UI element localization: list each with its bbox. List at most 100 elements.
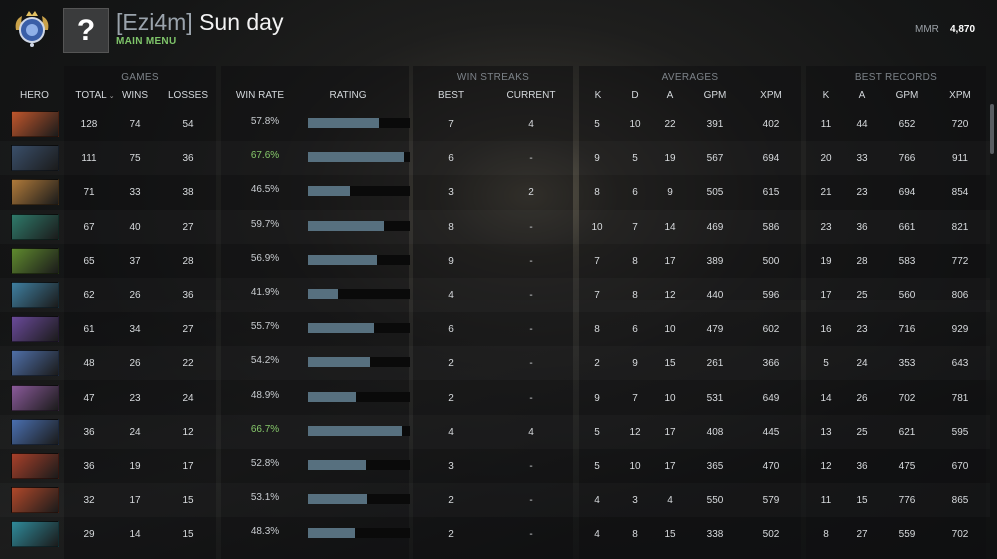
table-row[interactable]: 47 23 24 2 - 9 7 10 531 649 14 26 702 781 48.9% [0,381,990,415]
hero-portrait-icon[interactable] [11,487,59,514]
cell-win-rate: 52.8% [250,458,280,469]
rating-bar [308,391,410,402]
hero-portrait-icon[interactable] [11,453,59,479]
table-row[interactable]: 48 26 22 2-2 9 15 261 366 5 24 353 643 54.2% [0,346,990,380]
col-streak-current[interactable]: CURRENT [506,90,556,101]
cell-ba: 24 [856,358,868,370]
cell-current: - [529,153,533,165]
cell-gpm: 408 [706,426,724,438]
cell-bk: 17 [820,290,832,301]
table-row[interactable]: 36 24 12 4 4 5 12 17 408 445 13 25 621 595 66.7% [0,415,990,449]
cell-total: 36 [83,461,95,472]
rating-bar-fill [308,528,355,539]
cell-k: 7 [594,290,600,301]
col-avg-gpm[interactable]: GPM [703,90,727,101]
cell-losses: 28 [182,255,194,267]
mmr-label: MMR [915,24,939,35]
cell-ba: 33 [856,153,868,165]
cell-bxpm: 929 [951,324,969,336]
table-row[interactable]: 36 19 17 3 - 5 10 17 365 470 12 36 475 670 52.8% [0,449,990,483]
hero-portrait-icon[interactable] [11,521,59,548]
rating-bar-fill [308,254,377,265]
cell-xpm: 445 [762,426,780,438]
cell-total: 65 [83,255,95,267]
hero-portrait-icon[interactable] [11,384,59,411]
cell-ba: 15 [856,495,868,507]
col-win-rate[interactable]: WIN RATE [235,90,285,101]
rating-bar [308,118,410,128]
cell-best: 3 [448,187,454,199]
cell-a: 17 [664,255,676,267]
hero-portrait-icon[interactable] [11,418,59,445]
cell-bxpm: 806 [951,290,969,301]
cell-best: 6 [448,153,454,165]
col-wins[interactable]: WINS [121,90,149,101]
cell-bgpm: 559 [898,529,916,541]
cell-xpm: 502 [762,529,780,541]
table-row[interactable]: 29 14 15 2 - 4 8 15 338 502 8 27 559 702 48.3% [0,517,990,551]
cell-total: 47 [83,392,95,404]
table-row[interactable]: 111 75 36 6 - 9 5 19 567 694 20 33 766 911 67.6% [0,141,990,175]
table-row[interactable]: 71 33 38 3 2 8 6 9 505 615 21 23 694 854 46.5% [0,175,990,209]
hero-portrait-icon[interactable] [11,316,59,343]
cell-bk: 21 [820,187,832,199]
col-best-xpm[interactable]: XPM [949,90,971,101]
group-averages: AVERAGES [661,72,719,83]
avatar[interactable]: ? [63,8,109,53]
cell-d: 6 [632,324,638,336]
table-row[interactable]: 32 17 15 2 - 4 3 4 550 579 11 15 776 865 53.1% [0,483,990,517]
main-menu-link[interactable]: MAIN MENU [116,36,177,47]
cell-k: 9 [594,392,600,404]
cell-bxpm: 821 [951,221,969,233]
cell-total: 36 [83,426,95,438]
rating-bar [308,494,410,505]
cell-win-rate: 53.1% [250,492,280,504]
hero-portrait-icon[interactable] [11,145,59,172]
cell-gpm: 469 [706,221,724,233]
cell-win-rate: 48.3% [250,526,280,538]
hero-portrait-icon[interactable] [11,282,59,308]
col-best-k[interactable]: K [822,90,830,101]
cell-xpm: 579 [762,495,780,507]
cell-wins: 19 [129,461,141,472]
hero-portrait-icon[interactable] [11,247,59,274]
cell-win-rate: 41.9% [250,287,280,298]
cell-wins: 24 [129,426,141,438]
hero-portrait-icon[interactable] [11,179,59,206]
table-row[interactable]: 67 40 27 8 - 10 7 14 469 586 23 36 661 821 59.7% [0,210,990,244]
col-best-a[interactable]: A [858,90,866,101]
scrollbar[interactable] [990,104,994,154]
col-rating[interactable]: RATING [329,90,367,101]
cell-ba: 23 [856,187,868,199]
cell-d: 7 [632,392,638,404]
hero-portrait-icon[interactable] [11,111,59,137]
cell-gpm: 567 [706,153,724,165]
col-avg-k[interactable]: K [594,90,602,101]
table-row[interactable]: 62 26 36 4 - 7 8 12 440 596 17 25 560 806 41.9% [0,278,990,312]
cell-losses: 15 [182,529,194,541]
hero-portrait-icon[interactable] [11,350,59,377]
col-streak-best[interactable]: BEST [437,90,465,101]
cell-ba: 25 [856,290,868,301]
col-losses[interactable]: LOSSES [167,90,209,101]
col-avg-d[interactable]: D [631,90,639,101]
cell-a: 22 [664,119,676,130]
cell-win-rate: 59.7% [250,218,280,230]
cell-a: 12 [664,290,676,301]
cell-bgpm: 716 [898,324,916,336]
hero-portrait-icon[interactable] [11,213,59,240]
col-avg-xpm[interactable]: XPM [760,90,782,101]
cell-losses: 22 [182,358,194,370]
col-best-gpm[interactable]: GPM [895,90,919,101]
cell-bk: 13 [820,426,832,438]
cell-a: 14 [664,221,676,233]
rating-bar-fill [308,220,384,231]
cell-bk: 11 [820,495,832,507]
cell-k: 4 [594,529,600,541]
table-row[interactable]: 65 37 28 9 - 7 8 17 389 500 19 28 583 772 56.9% [0,244,990,278]
table-row[interactable]: 61 34 27 6 - 8 6 10 479 602 16 23 716 929 55.7% [0,312,990,346]
table-row[interactable]: 128 74 54 7 4 5 10 22 391 402 11 44 652 720 57.8% [0,107,990,141]
col-hero[interactable]: HERO [20,90,49,101]
col-avg-a[interactable]: A [666,90,674,101]
col-total[interactable]: TOTAL ⌄ [70,90,120,101]
